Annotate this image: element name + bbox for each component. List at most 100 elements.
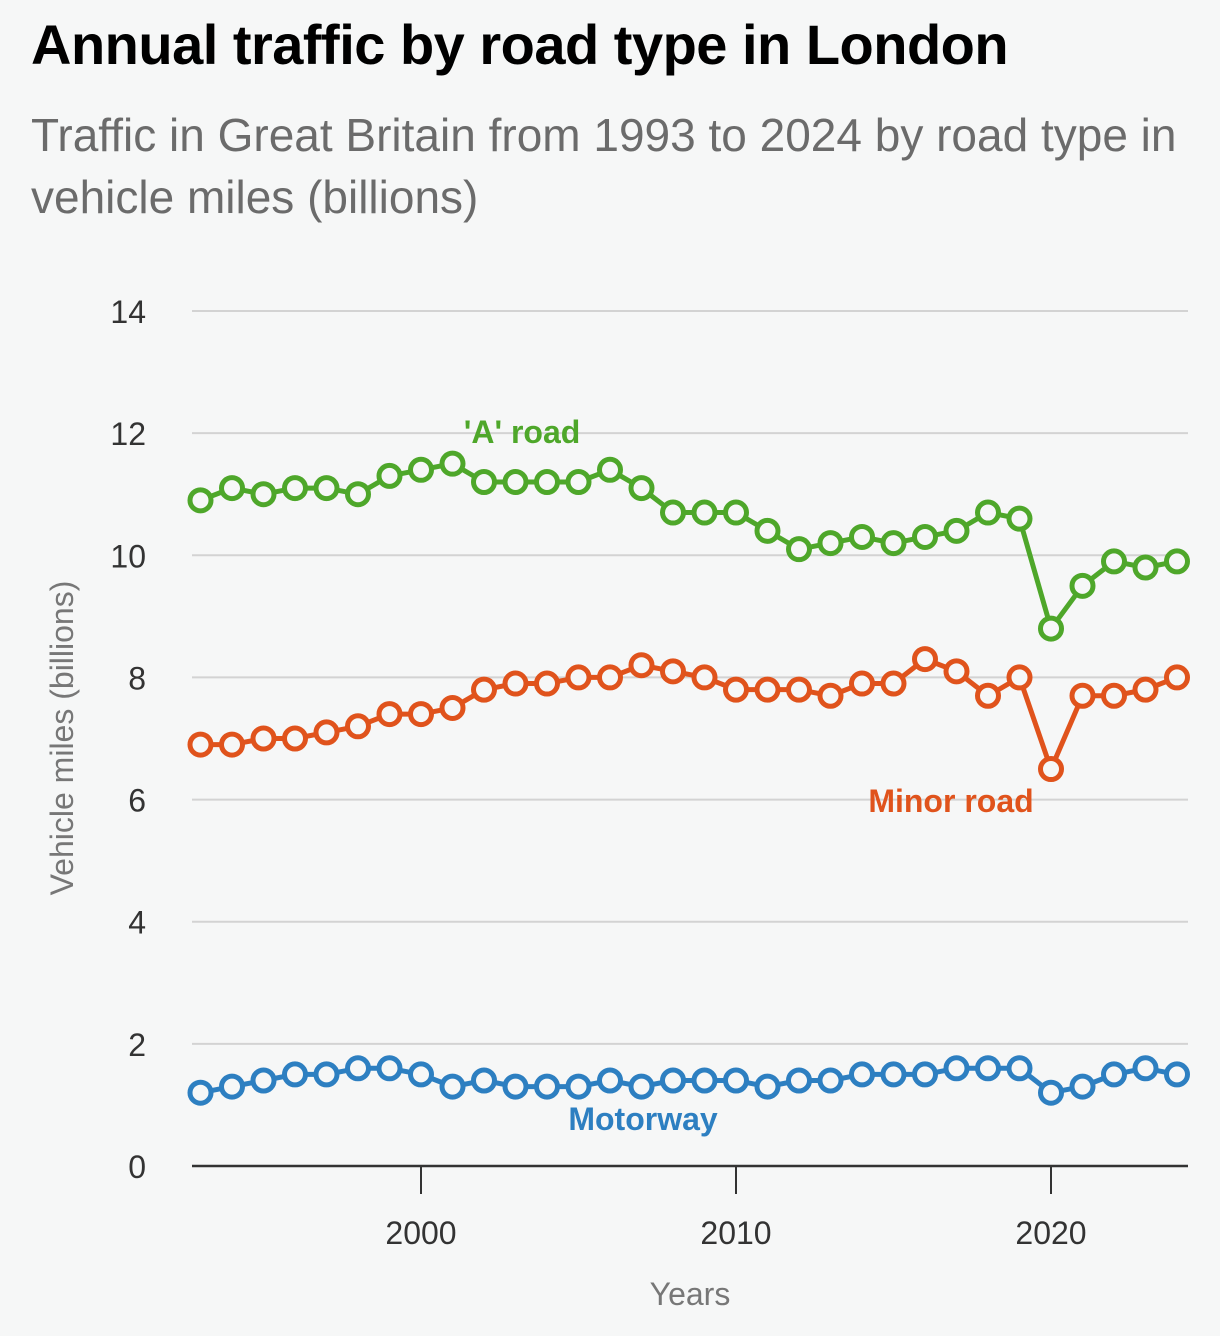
data-point[interactable] xyxy=(723,499,749,526)
data-point[interactable] xyxy=(219,731,245,758)
data-point[interactable] xyxy=(1101,682,1127,709)
data-point[interactable] xyxy=(880,1061,907,1088)
data-point[interactable] xyxy=(1164,548,1190,575)
data-point[interactable] xyxy=(282,475,308,502)
data-point[interactable] xyxy=(1164,664,1190,691)
data-point[interactable] xyxy=(439,450,466,477)
data-point[interactable] xyxy=(502,670,529,697)
data-point[interactable] xyxy=(754,676,781,703)
data-point[interactable] xyxy=(1038,615,1064,642)
data-point[interactable] xyxy=(534,1073,560,1100)
data-point[interactable] xyxy=(282,725,308,752)
data-point[interactable] xyxy=(376,701,403,728)
data-point[interactable] xyxy=(1132,1055,1159,1082)
data-point[interactable] xyxy=(628,1073,655,1100)
data-point[interactable] xyxy=(187,1079,214,1106)
data-point[interactable] xyxy=(849,1061,875,1088)
data-point[interactable] xyxy=(691,664,718,691)
data-point[interactable] xyxy=(439,694,466,721)
y-tick-labels: 0 2 4 6 8 10 12 14 xyxy=(110,294,146,1185)
data-point[interactable] xyxy=(313,1061,340,1088)
data-point[interactable] xyxy=(187,731,214,758)
data-point[interactable] xyxy=(943,517,970,544)
data-point[interactable] xyxy=(912,1061,938,1088)
y-tick-label: 2 xyxy=(128,1027,146,1063)
data-point[interactable] xyxy=(660,1067,686,1094)
data-point[interactable] xyxy=(187,487,214,514)
data-point[interactable] xyxy=(912,523,938,550)
data-point[interactable] xyxy=(376,462,403,489)
data-point[interactable] xyxy=(534,670,560,697)
data-point[interactable] xyxy=(565,664,592,691)
data-point[interactable] xyxy=(250,725,277,752)
data-point[interactable] xyxy=(723,1067,749,1094)
data-point[interactable] xyxy=(502,469,529,495)
data-point[interactable] xyxy=(408,1061,434,1088)
data-point[interactable] xyxy=(408,456,434,483)
data-point[interactable] xyxy=(786,1067,812,1094)
x-tick-label: 2000 xyxy=(385,1215,456,1251)
data-point[interactable] xyxy=(250,481,277,508)
data-point[interactable] xyxy=(628,475,655,502)
data-point[interactable] xyxy=(313,475,340,502)
data-point[interactable] xyxy=(786,536,812,563)
data-point[interactable] xyxy=(597,664,623,691)
data-point[interactable] xyxy=(471,676,497,703)
data-point[interactable] xyxy=(502,1073,529,1100)
data-point[interactable] xyxy=(660,499,686,526)
data-point[interactable] xyxy=(345,713,371,740)
data-point[interactable] xyxy=(817,682,844,709)
data-point[interactable] xyxy=(880,530,907,557)
data-point[interactable] xyxy=(282,1061,308,1088)
data-point[interactable] xyxy=(1069,1073,1096,1100)
data-point[interactable] xyxy=(597,1067,623,1094)
data-point[interactable] xyxy=(597,456,623,483)
data-point[interactable] xyxy=(1006,1055,1033,1082)
data-point[interactable] xyxy=(1038,756,1064,783)
data-point[interactable] xyxy=(754,1073,781,1100)
data-point[interactable] xyxy=(1101,548,1127,575)
data-point[interactable] xyxy=(943,1055,970,1082)
data-point[interactable] xyxy=(1006,664,1033,691)
data-point[interactable] xyxy=(565,1073,592,1100)
data-point[interactable] xyxy=(534,469,560,495)
series-motorway xyxy=(187,1055,1190,1106)
data-point[interactable] xyxy=(1006,505,1033,532)
data-point[interactable] xyxy=(817,530,844,557)
data-point[interactable] xyxy=(1038,1079,1064,1106)
data-point[interactable] xyxy=(565,469,592,495)
data-point[interactable] xyxy=(1132,676,1159,703)
data-point[interactable] xyxy=(723,676,749,703)
data-point[interactable] xyxy=(849,523,875,550)
data-point[interactable] xyxy=(628,652,655,679)
data-point[interactable] xyxy=(880,670,907,697)
data-point[interactable] xyxy=(691,1067,718,1094)
data-point[interactable] xyxy=(1164,1061,1190,1088)
data-point[interactable] xyxy=(754,517,781,544)
data-point[interactable] xyxy=(471,469,497,495)
data-point[interactable] xyxy=(376,1055,403,1082)
data-point[interactable] xyxy=(471,1067,497,1094)
data-point[interactable] xyxy=(943,658,970,685)
data-point[interactable] xyxy=(1069,682,1096,709)
data-point[interactable] xyxy=(250,1067,277,1094)
data-point[interactable] xyxy=(345,481,371,508)
data-point[interactable] xyxy=(849,670,875,697)
data-point[interactable] xyxy=(219,475,245,502)
data-point[interactable] xyxy=(219,1073,245,1100)
data-point[interactable] xyxy=(439,1073,466,1100)
data-point[interactable] xyxy=(345,1055,371,1082)
data-point[interactable] xyxy=(912,646,938,673)
data-point[interactable] xyxy=(817,1067,844,1094)
data-point[interactable] xyxy=(975,682,1001,709)
data-point[interactable] xyxy=(975,1055,1001,1082)
data-point[interactable] xyxy=(786,676,812,703)
data-point[interactable] xyxy=(313,719,340,746)
data-point[interactable] xyxy=(408,701,434,728)
data-point[interactable] xyxy=(975,499,1001,526)
data-point[interactable] xyxy=(691,499,718,526)
data-point[interactable] xyxy=(1101,1061,1127,1088)
data-point[interactable] xyxy=(1132,554,1159,581)
data-point[interactable] xyxy=(660,658,686,685)
data-point[interactable] xyxy=(1069,572,1096,599)
